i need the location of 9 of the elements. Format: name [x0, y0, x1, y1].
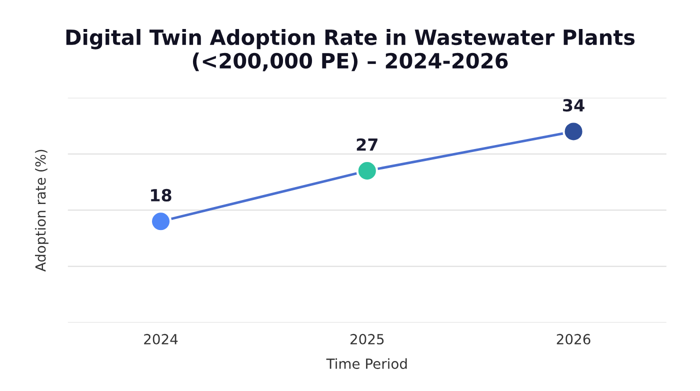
y-axis-title: Adoption rate (%) — [35, 150, 48, 272]
chart-title: Digital Twin Adoption Rate in Wastewater Plants (<200,000 PE) – 2024-2026 — [66, 29, 635, 72]
data-label: 34 — [563, 98, 584, 112]
data-label: 27 — [356, 138, 378, 151]
x-tick-label: 2024 — [144, 334, 178, 344]
x-axis-title: Time Period — [326, 358, 407, 369]
x-tick-label: 2026 — [556, 334, 590, 344]
data-label: 18 — [151, 188, 172, 202]
x-tick-label: 2025 — [350, 334, 384, 344]
